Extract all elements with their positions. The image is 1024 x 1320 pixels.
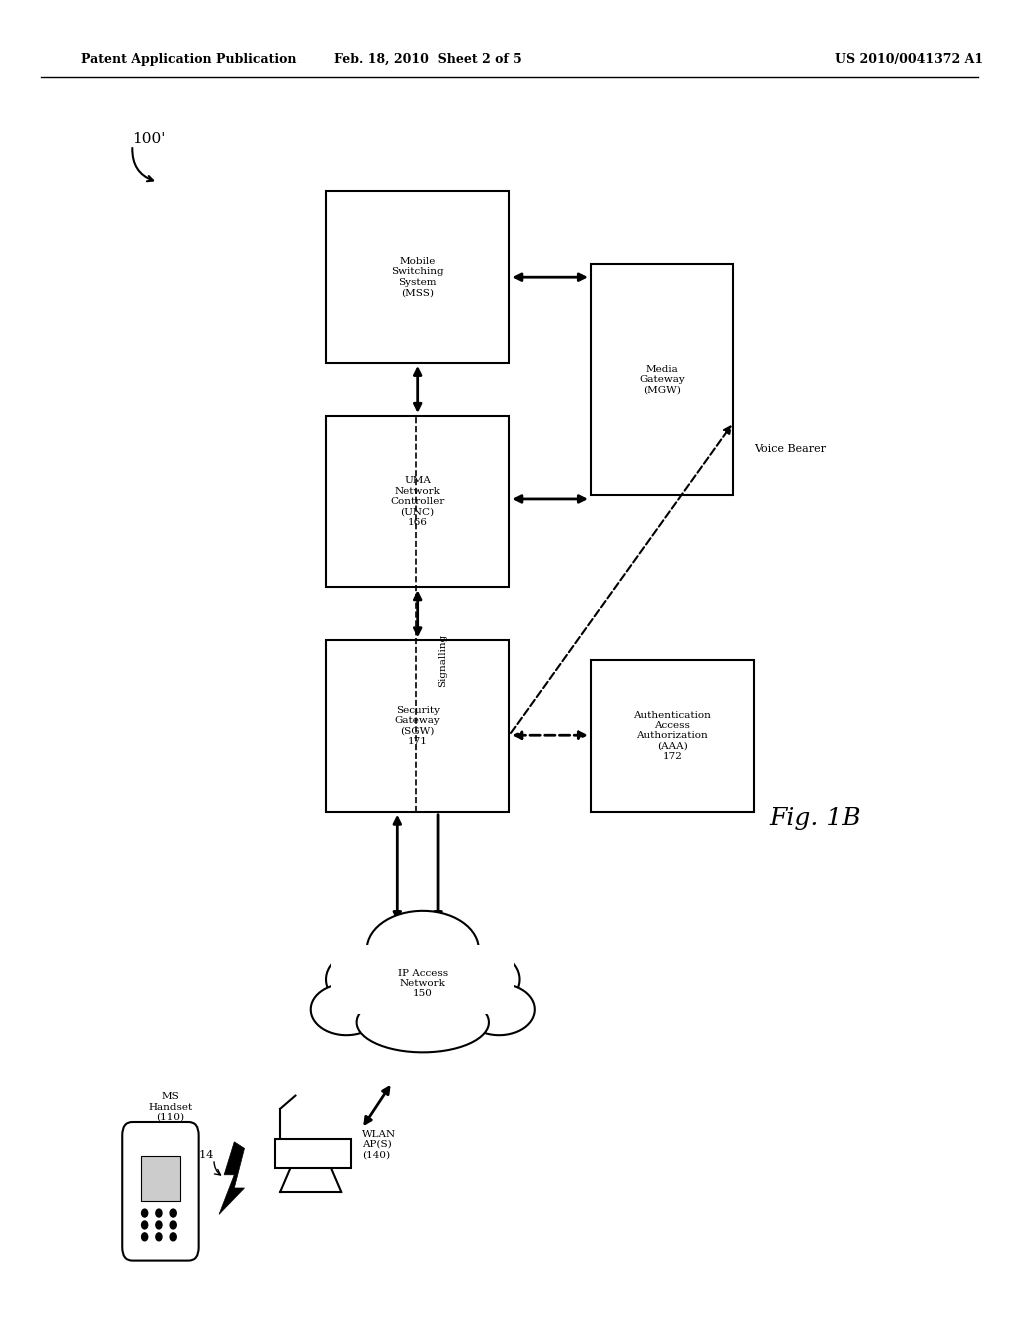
FancyBboxPatch shape <box>591 660 754 812</box>
Bar <box>140 1156 180 1201</box>
Circle shape <box>141 1221 147 1229</box>
Text: US 2010/0041372 A1: US 2010/0041372 A1 <box>836 53 983 66</box>
Text: Voice Bearer: Voice Bearer <box>754 444 825 454</box>
Polygon shape <box>464 983 535 1035</box>
Text: UMA
Network
Controller
(UNC)
166: UMA Network Controller (UNC) 166 <box>390 477 444 527</box>
Circle shape <box>156 1233 162 1241</box>
FancyBboxPatch shape <box>326 640 509 812</box>
Circle shape <box>170 1209 176 1217</box>
Text: MS
Handset
(110): MS Handset (110) <box>148 1092 193 1122</box>
Polygon shape <box>219 1142 245 1214</box>
Text: Feb. 18, 2010  Sheet 2 of 5: Feb. 18, 2010 Sheet 2 of 5 <box>334 53 522 66</box>
Circle shape <box>156 1221 162 1229</box>
Polygon shape <box>310 983 382 1035</box>
FancyBboxPatch shape <box>591 264 733 495</box>
Polygon shape <box>326 949 408 1010</box>
Text: IP Access
Network
150: IP Access Network 150 <box>397 969 447 998</box>
Circle shape <box>141 1233 147 1241</box>
FancyBboxPatch shape <box>122 1122 199 1261</box>
Text: WLAN
AP(S)
(140): WLAN AP(S) (140) <box>361 1130 395 1159</box>
Text: 100': 100' <box>132 132 166 145</box>
Text: Mobile
Switching
System
(MSS): Mobile Switching System (MSS) <box>391 257 444 297</box>
Circle shape <box>141 1209 147 1217</box>
FancyBboxPatch shape <box>326 191 509 363</box>
Text: Fig. 1B: Fig. 1B <box>769 807 861 830</box>
Text: Signalling: Signalling <box>438 634 447 686</box>
Text: Authentication
Access
Authorization
(AAA)
172: Authentication Access Authorization (AAA… <box>634 710 712 762</box>
Text: 114: 114 <box>193 1150 214 1160</box>
Text: Media
Gateway
(MGW): Media Gateway (MGW) <box>639 364 685 395</box>
Circle shape <box>156 1209 162 1217</box>
Bar <box>275 1139 351 1168</box>
Circle shape <box>170 1221 176 1229</box>
Text: Security
Gateway
(SGW)
171: Security Gateway (SGW) 171 <box>395 706 440 746</box>
Polygon shape <box>356 993 489 1052</box>
Polygon shape <box>331 945 514 1014</box>
Polygon shape <box>367 911 479 987</box>
Polygon shape <box>438 949 519 1010</box>
FancyBboxPatch shape <box>326 416 509 587</box>
Text: Patent Application Publication: Patent Application Publication <box>82 53 297 66</box>
Circle shape <box>170 1233 176 1241</box>
